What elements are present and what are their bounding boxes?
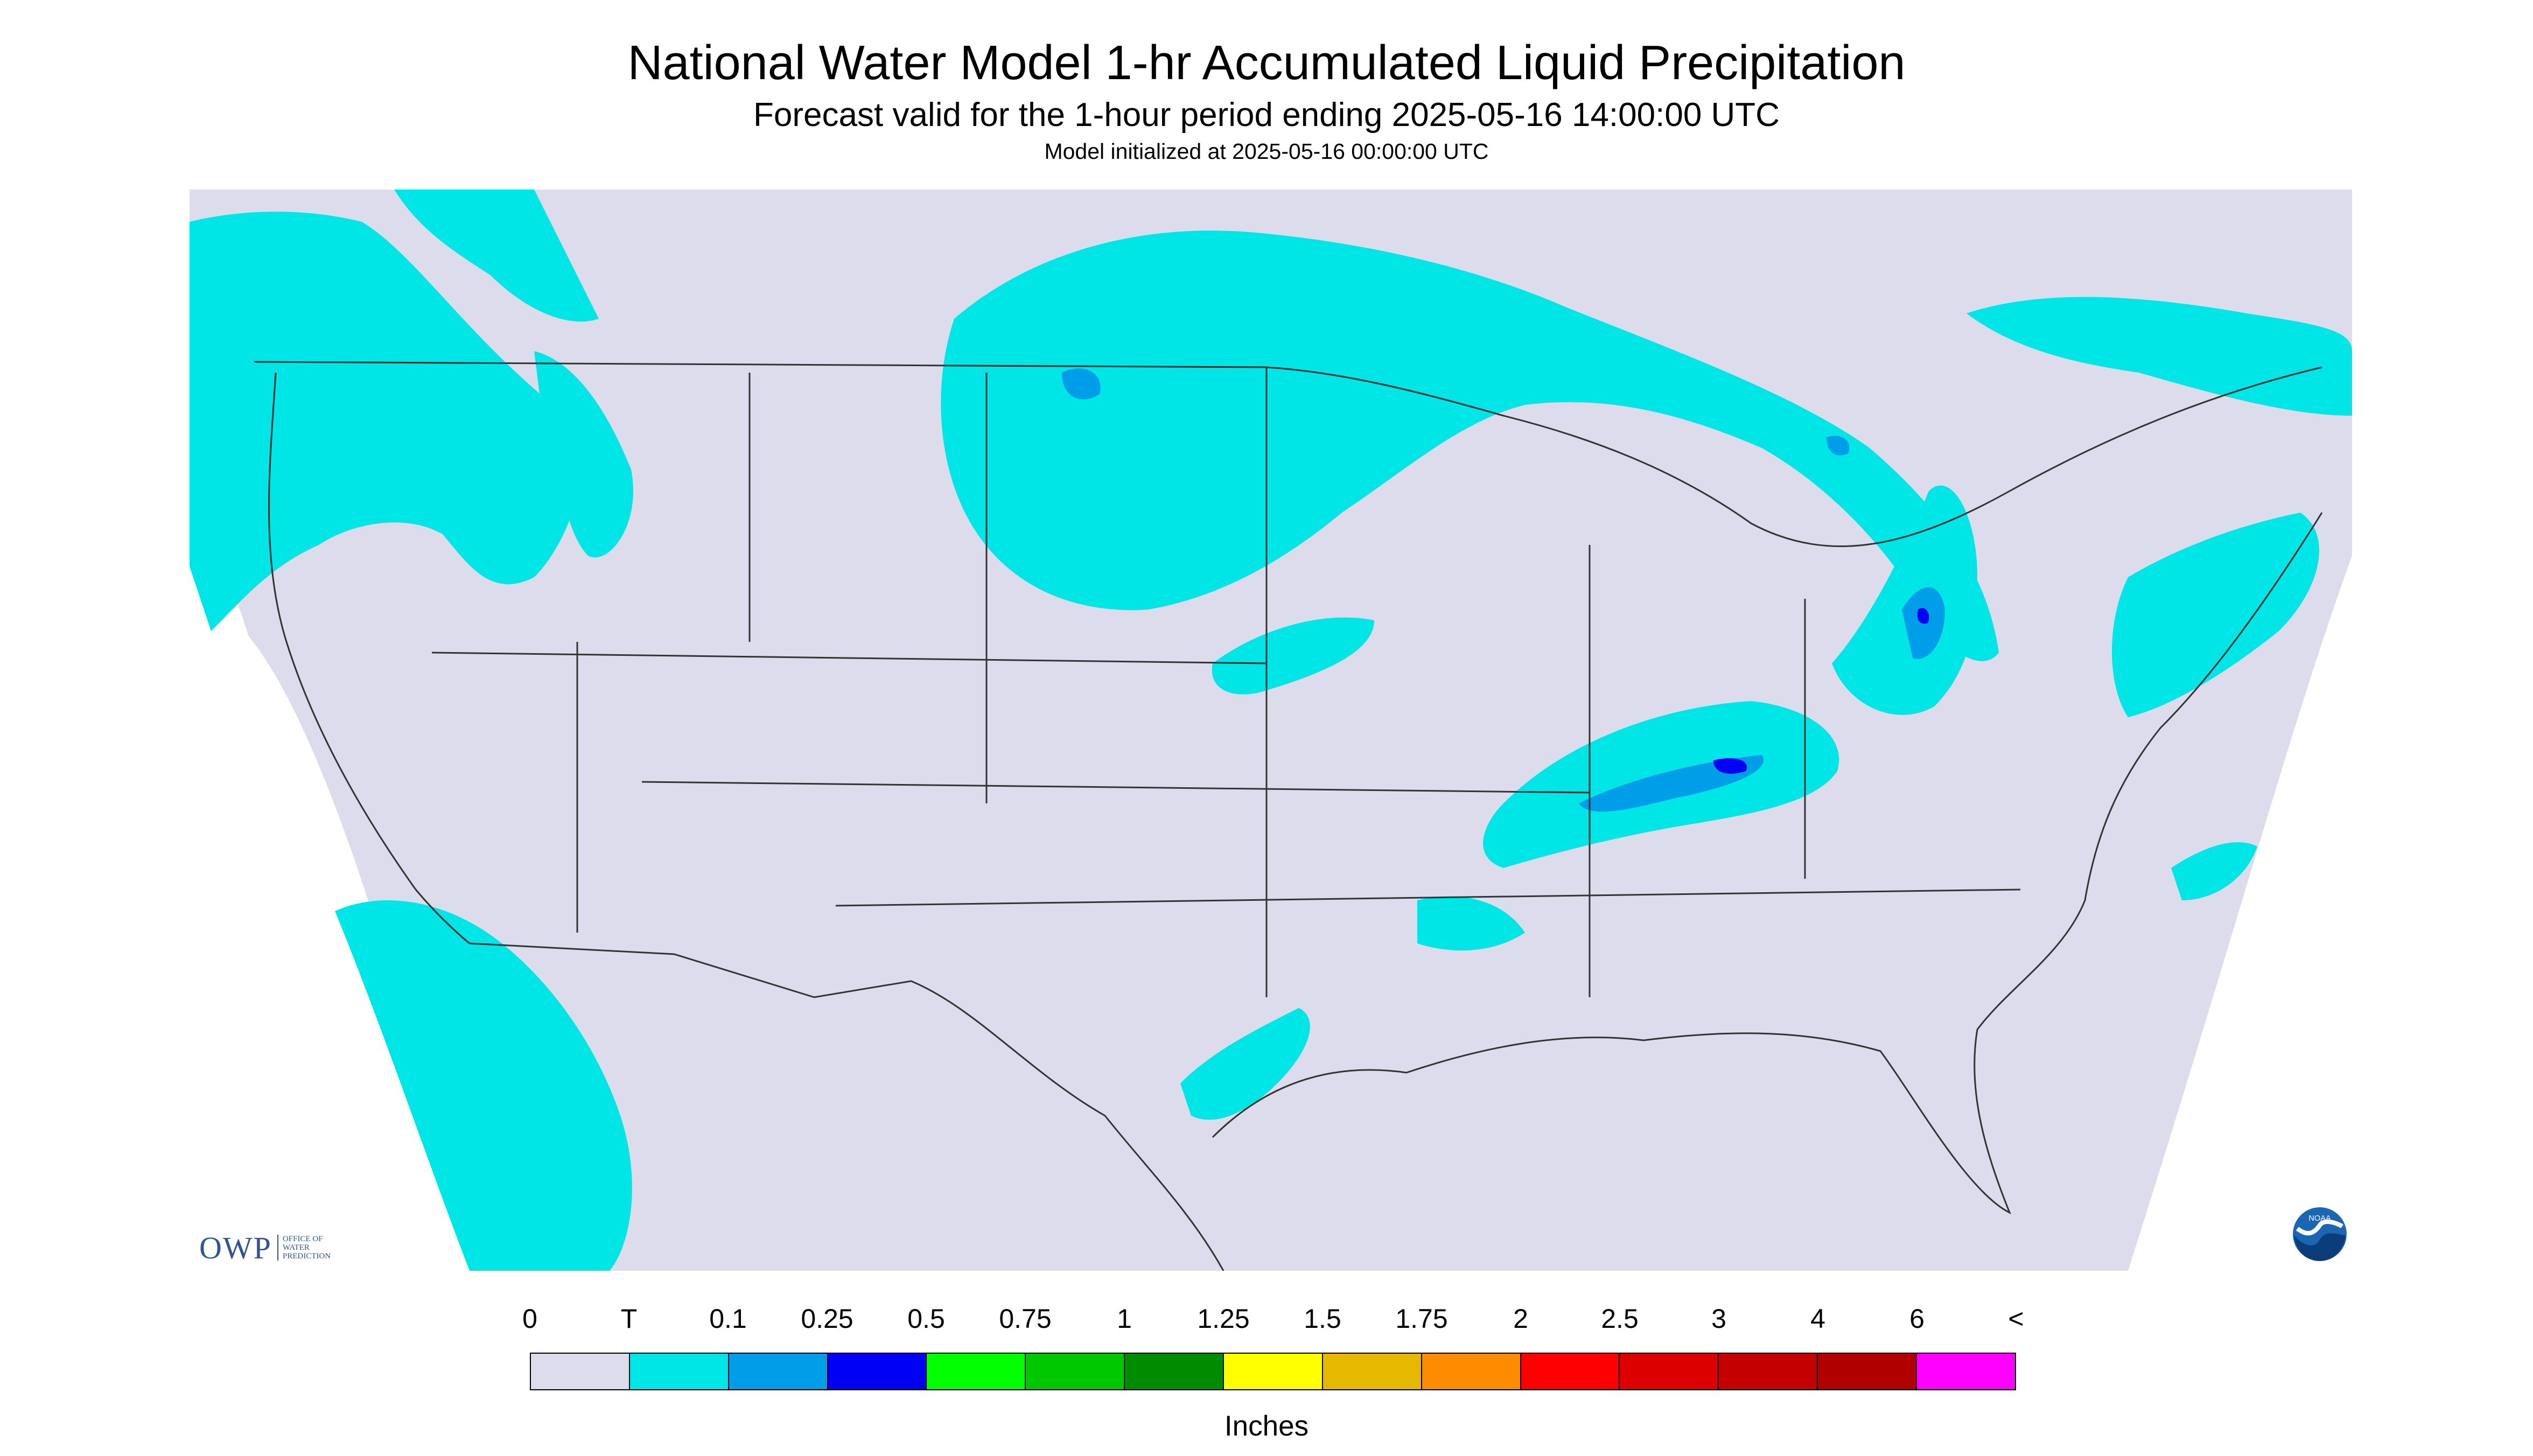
legend-tick-label: 1.5 (1304, 1304, 1341, 1334)
legend-swatch-3 (828, 1354, 927, 1389)
precip-atlantic-offshore (2171, 842, 2257, 900)
atlantic-gulf-coastline (1212, 512, 2323, 1215)
precip-iowa-band (1212, 617, 1374, 695)
owp-line-1: OFFICE OF (282, 1235, 323, 1243)
owp-logo-mark: OWP (199, 1230, 272, 1265)
owp-logo: OWP OFFICE OF WATER PREDICTION (199, 1229, 331, 1266)
legend-tick-label: 1.75 (1395, 1304, 1448, 1334)
precip-0.1-northern-plains (1062, 368, 1101, 400)
precip-northeast-coast (2112, 513, 2319, 717)
legend-labels: 0 T 0.1 0.25 0.5 0.75 1 1.25 1.5 1.75 2 2.5 3 4 6 < (0, 1303, 2533, 1346)
legend-swatch-6 (1125, 1354, 1224, 1389)
owp-logo-subtext: OFFICE OF WATER PREDICTION (277, 1235, 331, 1261)
precip-gulf-states (1417, 896, 1525, 951)
legend-tick-label: 1.25 (1197, 1304, 1250, 1334)
page-title: National Water Model 1-hr Accumulated Li… (627, 36, 1906, 90)
us-mexico-border (469, 942, 1224, 1271)
legend-swatch-2 (729, 1354, 828, 1389)
noaa-logo-text: NOAA (2308, 1214, 2331, 1223)
state-line-6 (641, 781, 1590, 794)
legend-tick-label: 1 (1117, 1304, 1132, 1334)
legend-tick-label: 4 (1810, 1304, 1825, 1334)
precip-pacific-northwest (190, 212, 580, 631)
precip-map (190, 190, 2352, 1271)
precip-0.25-areas (1713, 608, 1929, 774)
precip-pennsylvania (1832, 485, 1977, 715)
legend-tick-label: 3 (1711, 1304, 1726, 1334)
precip-bc-interior (394, 190, 599, 322)
legend-swatch-4 (927, 1354, 1026, 1389)
legend-swatch-5 (1026, 1354, 1125, 1389)
legend-units: Inches (1224, 1410, 1309, 1442)
owp-line-3: PREDICTION (282, 1252, 331, 1261)
legend-swatch-14 (1917, 1354, 2015, 1389)
legend-swatch-7 (1224, 1354, 1323, 1389)
legend-tick-label: T (620, 1304, 638, 1334)
model-init-line: Model initialized at 2025-05-16 00:00:00… (1044, 139, 1489, 164)
legend-swatch-1 (629, 1354, 729, 1389)
owp-line-2: WATER (282, 1243, 310, 1252)
legend-swatch-10 (1521, 1354, 1620, 1389)
legend-tick-label: 6 (1909, 1304, 1925, 1334)
noaa-logo-icon: NOAA (2293, 1207, 2347, 1261)
legend-swatch-9 (1422, 1354, 1521, 1389)
legend-swatch-8 (1323, 1354, 1422, 1389)
legend-tick-label: 0.1 (709, 1304, 747, 1334)
legend-swatch-13 (1818, 1354, 1918, 1389)
pacific-coastline (268, 372, 470, 944)
legend-tick-label: < (2008, 1304, 2024, 1334)
forecast-valid-subtitle: Forecast valid for the 1-hour period end… (753, 96, 1780, 134)
legend-tick-label: 0.5 (907, 1304, 945, 1334)
state-line-5 (431, 652, 1267, 664)
precip-northern-plains (941, 230, 1999, 661)
us-canada-border (254, 361, 2322, 548)
state-line-7 (835, 888, 2021, 907)
precip-0.1-ontario (1827, 436, 1850, 456)
precip-idaho-montana (534, 351, 633, 558)
legend-tick-label: 2.5 (1601, 1304, 1639, 1334)
legend-tick-label: 0 (522, 1304, 537, 1334)
precip-southern-california (335, 900, 632, 1271)
legend-tick-label: 0.25 (801, 1304, 853, 1334)
legend-swatch-0 (531, 1354, 630, 1389)
legend-swatch-12 (1719, 1354, 1818, 1389)
legend-swatch-11 (1620, 1354, 1719, 1389)
precip-0.25-tennessee (1713, 758, 1747, 774)
legend-colorbar (530, 1353, 2016, 1390)
political-boundaries (254, 361, 2323, 1271)
precip-0.25-pennsylvania (1917, 608, 1929, 624)
precip-texas-coast (1180, 1008, 1310, 1120)
legend-tick-label: 0.75 (999, 1304, 1052, 1334)
legend-tick-label: 2 (1513, 1304, 1528, 1334)
